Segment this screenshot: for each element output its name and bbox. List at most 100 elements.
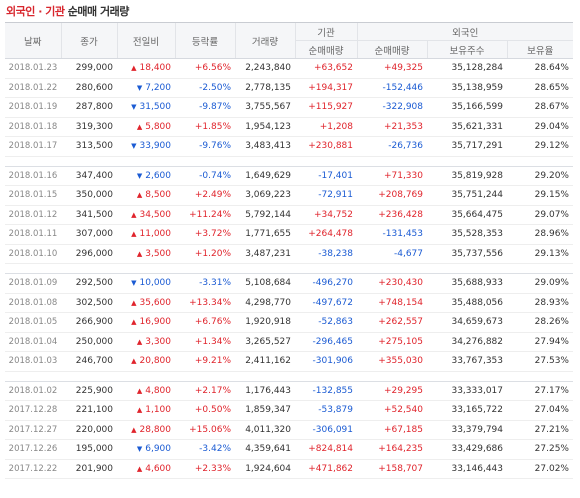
group-spacer-cell bbox=[5, 371, 573, 381]
cell-volume: 2,778,135 bbox=[235, 78, 295, 98]
cell-date: 2018.01.17 bbox=[5, 136, 61, 157]
change-value: 11,000 bbox=[139, 229, 172, 240]
cell-foreign-hold: 33,165,722 bbox=[427, 400, 507, 421]
group-spacer-cell bbox=[5, 156, 573, 166]
cell-foreign-hold: 33,379,794 bbox=[427, 420, 507, 440]
cell-close: 350,000 bbox=[61, 185, 117, 206]
table-row: 2018.01.08 302,500 ▲ 35,600 +13.34% 4,298,770… bbox=[5, 293, 573, 313]
cell-date: 2018.01.15 bbox=[5, 185, 61, 206]
cell-close: 195,000 bbox=[61, 439, 117, 460]
cell-foreign-ratio: 29.09% bbox=[507, 273, 573, 294]
cell-foreign-ratio: 28.93% bbox=[507, 293, 573, 313]
change-value: 5,800 bbox=[145, 121, 171, 132]
cell-foreign-ratio: 29.07% bbox=[507, 205, 573, 225]
cell-date: 2018.01.05 bbox=[5, 312, 61, 333]
table-header: 날짜 종가 전일비 등락률 거래량 기관 외국인 순매매량 순매매량 보유주수 … bbox=[5, 22, 573, 59]
cell-change: ▲ 1,100 bbox=[117, 400, 175, 421]
cell-inst-net: +1,208 bbox=[295, 117, 357, 137]
cell-date: 2018.01.10 bbox=[5, 244, 61, 264]
change-value: 6,900 bbox=[145, 444, 171, 455]
cell-close: 246,700 bbox=[61, 351, 117, 372]
cell-foreign-net: +230,430 bbox=[357, 273, 427, 294]
cell-rate: +6.76% bbox=[175, 312, 235, 333]
cell-date: 2018.01.23 bbox=[5, 58, 61, 79]
table-row: 2017.12.26 195,000 ▼ 6,900 -3.42% 4,359,641 +8… bbox=[5, 439, 573, 460]
cell-change: ▲ 20,800 bbox=[117, 351, 175, 372]
arrow-up-icon: ▲ bbox=[136, 122, 143, 131]
cell-close: 292,500 bbox=[61, 273, 117, 294]
cell-rate: +11.24% bbox=[175, 205, 235, 225]
cell-inst-net: -306,091 bbox=[295, 420, 357, 440]
cell-close: 341,500 bbox=[61, 205, 117, 225]
change-value: 7,200 bbox=[145, 82, 171, 93]
change-value: 20,800 bbox=[139, 356, 172, 367]
cell-close: 201,900 bbox=[61, 459, 117, 479]
cell-date: 2017.12.27 bbox=[5, 420, 61, 440]
cell-foreign-net: +21,353 bbox=[357, 117, 427, 137]
cell-foreign-ratio: 29.04% bbox=[507, 117, 573, 137]
cell-foreign-hold: 35,621,331 bbox=[427, 117, 507, 137]
change-value: 2,600 bbox=[145, 170, 171, 181]
cell-change: ▲ 35,600 bbox=[117, 293, 175, 313]
change-value: 10,000 bbox=[139, 278, 172, 289]
cell-date: 2018.01.22 bbox=[5, 78, 61, 98]
cell-inst-net: +34,752 bbox=[295, 205, 357, 225]
cell-foreign-hold: 35,688,933 bbox=[427, 273, 507, 294]
cell-rate: +15.06% bbox=[175, 420, 235, 440]
cell-date: 2017.12.26 bbox=[5, 439, 61, 460]
table-row: 2018.01.16 347,400 ▼ 2,600 -0.74% 1,649,629 -1… bbox=[5, 165, 573, 186]
group-spacer bbox=[5, 156, 573, 166]
cell-volume: 3,265,527 bbox=[235, 332, 295, 352]
cell-foreign-hold: 33,429,686 bbox=[427, 439, 507, 460]
cell-foreign-net: -26,736 bbox=[357, 136, 427, 157]
cell-rate: +13.34% bbox=[175, 293, 235, 313]
cell-date: 2018.01.09 bbox=[5, 273, 61, 294]
table-row: 2018.01.10 296,000 ▲ 3,500 +1.20% 3,487,231 -3… bbox=[5, 244, 573, 264]
cell-close: 302,500 bbox=[61, 293, 117, 313]
cell-date: 2018.01.18 bbox=[5, 117, 61, 137]
cell-foreign-net: +67,185 bbox=[357, 420, 427, 440]
cell-foreign-hold: 35,717,291 bbox=[427, 136, 507, 157]
cell-rate: +1.85% bbox=[175, 117, 235, 137]
arrow-up-icon: ▲ bbox=[131, 357, 137, 366]
cell-change: ▲ 3,500 bbox=[117, 244, 175, 264]
cell-foreign-ratio: 27.53% bbox=[507, 351, 573, 372]
cell-rate: -0.74% bbox=[175, 165, 235, 186]
cell-rate: +9.21% bbox=[175, 351, 235, 372]
table-row: 2018.01.03 246,700 ▲ 20,800 +9.21% 2,411,162-… bbox=[5, 351, 573, 372]
cell-inst-net: +264,478 bbox=[295, 224, 357, 245]
cell-rate: +2.33% bbox=[175, 459, 235, 479]
cell-inst-net: -496,270 bbox=[295, 273, 357, 294]
arrow-up-icon: ▲ bbox=[131, 318, 137, 327]
cell-foreign-net: +158,707 bbox=[357, 459, 427, 479]
change-value: 3,300 bbox=[145, 336, 171, 347]
cell-close: 220,000 bbox=[61, 420, 117, 440]
cell-change: ▲ 18,400 bbox=[117, 58, 175, 79]
cell-foreign-ratio: 27.04% bbox=[507, 400, 573, 421]
cell-inst-net: -497,672 bbox=[295, 293, 357, 313]
arrow-up-icon: ▲ bbox=[136, 337, 143, 346]
table-row: 2018.01.19 287,800 ▼ 31,500 -9.87% 3,755,567 +… bbox=[5, 97, 573, 118]
cell-volume: 2,243,840 bbox=[235, 58, 295, 79]
arrow-up-icon: ▲ bbox=[131, 230, 137, 239]
table-row: 2018.01.17 313,500 ▼ 33,900 -9.76% 3,483,413 +… bbox=[5, 136, 573, 157]
cell-close: 280,600 bbox=[61, 78, 117, 98]
header-volume: 거래량 bbox=[234, 22, 295, 59]
cell-date: 2018.01.11 bbox=[5, 224, 61, 245]
header-close: 종가 bbox=[60, 22, 117, 59]
change-value: 18,400 bbox=[139, 63, 172, 74]
cell-foreign-ratio: 28.67% bbox=[507, 97, 573, 118]
table-row: 2018.01.09 292,500 ▼ 10,000 -3.31% 5,108,684-… bbox=[5, 273, 573, 294]
change-value: 28,800 bbox=[139, 424, 172, 435]
table-row: 2017.12.28 221,100 ▲ 1,100 +0.50% 1,859,347 -5… bbox=[5, 400, 573, 421]
cell-foreign-net: -131,453 bbox=[357, 224, 427, 245]
arrow-up-icon: ▲ bbox=[131, 64, 137, 73]
cell-close: 225,900 bbox=[61, 380, 117, 401]
cell-close: 266,900 bbox=[61, 312, 117, 333]
cell-change: ▼ 6,900 bbox=[117, 439, 175, 460]
group-spacer-cell bbox=[5, 264, 573, 274]
header-rate: 등락률 bbox=[174, 22, 235, 59]
cell-close: 299,000 bbox=[61, 58, 117, 79]
cell-foreign-hold: 35,751,244 bbox=[427, 185, 507, 206]
cell-date: 2017.12.22 bbox=[5, 459, 61, 479]
